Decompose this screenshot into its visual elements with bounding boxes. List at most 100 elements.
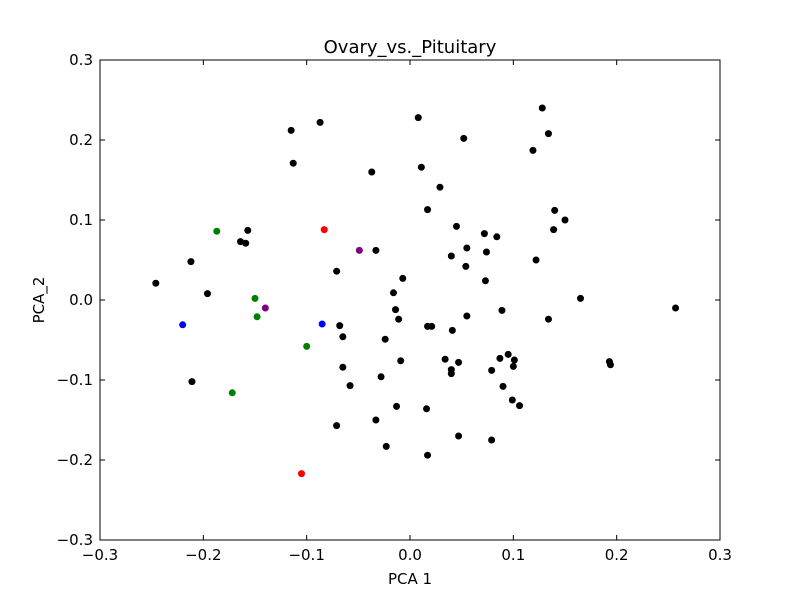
- data-point: [561, 216, 569, 224]
- data-point: [355, 246, 363, 254]
- plot-marks: [152, 104, 680, 478]
- data-point: [481, 277, 489, 285]
- data-point: [395, 315, 403, 323]
- data-point: [242, 239, 250, 247]
- data-point: [333, 267, 341, 275]
- x-tick-label: 0.0: [398, 546, 422, 564]
- data-point: [339, 333, 347, 341]
- axis-ticks: −0.3 −0.2 −0.1 0.0 0.1 0.2 0.3 −0.3 −0.2 −0.1 0.0 0…: [57, 51, 732, 564]
- data-point: [516, 402, 524, 410]
- data-point: [550, 226, 558, 234]
- data-point: [488, 436, 496, 444]
- data-point: [179, 321, 187, 329]
- data-point: [414, 114, 422, 122]
- plot-frame: [99, 59, 721, 541]
- y-tick-label: −0.3: [57, 531, 93, 549]
- data-point: [381, 335, 389, 343]
- y-tick-label: 0.0: [69, 291, 93, 309]
- data-point: [448, 326, 456, 334]
- data-point: [508, 396, 516, 404]
- data-point: [320, 226, 328, 234]
- data-point: [287, 126, 295, 134]
- data-point: [187, 258, 195, 266]
- data-point: [498, 306, 506, 314]
- data-point: [372, 246, 380, 254]
- data-point: [499, 382, 507, 390]
- data-point: [441, 355, 449, 363]
- data-point: [496, 354, 504, 362]
- data-point: [303, 342, 311, 350]
- data-point: [213, 227, 221, 235]
- data-point: [333, 422, 341, 430]
- x-tick-label: −0.1: [288, 546, 324, 564]
- data-point: [462, 262, 470, 270]
- data-point: [423, 405, 431, 413]
- data-point: [529, 146, 537, 154]
- data-point: [436, 183, 444, 191]
- data-point: [368, 168, 376, 176]
- data-point: [428, 322, 436, 330]
- data-point: [203, 290, 211, 298]
- x-tick-label: 0.2: [605, 546, 629, 564]
- y-tick-label: 0.1: [69, 211, 93, 229]
- data-point: [399, 274, 407, 282]
- y-tick-label: 0.3: [69, 51, 93, 69]
- data-point: [455, 358, 463, 366]
- data-point: [424, 451, 432, 459]
- data-point: [460, 134, 468, 142]
- y-tick-label: −0.2: [57, 451, 93, 469]
- data-point: [488, 366, 496, 374]
- data-point: [532, 256, 540, 264]
- data-point: [318, 320, 326, 328]
- data-point: [447, 252, 455, 260]
- data-point: [397, 357, 405, 365]
- data-point: [377, 373, 385, 381]
- data-point: [493, 233, 501, 241]
- data-point: [253, 313, 261, 321]
- data-point: [424, 206, 432, 214]
- x-tick-label: −0.2: [185, 546, 221, 564]
- data-point: [417, 163, 425, 171]
- data-point: [228, 389, 236, 397]
- data-point: [339, 363, 347, 371]
- data-point: [152, 279, 160, 287]
- y-tick-label: −0.1: [57, 371, 93, 389]
- y-axis-label: PCA_2: [30, 277, 49, 324]
- x-tick-label: 0.3: [708, 546, 732, 564]
- x-tick-label: −0.3: [82, 546, 118, 564]
- data-point: [544, 315, 552, 323]
- data-point: [551, 206, 559, 214]
- data-point: [447, 370, 455, 378]
- data-point: [261, 304, 269, 312]
- data-point: [606, 361, 614, 369]
- data-point: [346, 382, 354, 390]
- data-point: [504, 350, 512, 358]
- data-point: [455, 432, 463, 440]
- data-point: [463, 244, 471, 252]
- data-point: [480, 230, 488, 238]
- data-point: [382, 442, 390, 450]
- chart-title: Ovary_vs._Pituitary: [324, 37, 497, 58]
- data-point: [672, 304, 680, 312]
- data-point: [244, 226, 252, 234]
- data-point: [577, 294, 584, 302]
- data-point: [289, 159, 297, 167]
- data-point: [510, 356, 518, 364]
- data-point: [544, 130, 552, 138]
- data-point: [453, 222, 460, 230]
- data-point: [463, 312, 471, 320]
- data-point: [372, 416, 380, 424]
- data-point: [538, 104, 546, 112]
- data-point: [389, 289, 397, 297]
- data-point: [188, 378, 196, 386]
- data-point: [509, 362, 517, 370]
- data-point: [316, 118, 324, 126]
- data-point: [336, 322, 344, 330]
- data-point: [482, 248, 490, 256]
- data-point: [392, 306, 400, 314]
- data-point: [251, 294, 259, 302]
- x-tick-label: 0.1: [501, 546, 525, 564]
- y-tick-label: 0.2: [69, 131, 93, 149]
- data-point: [298, 470, 305, 478]
